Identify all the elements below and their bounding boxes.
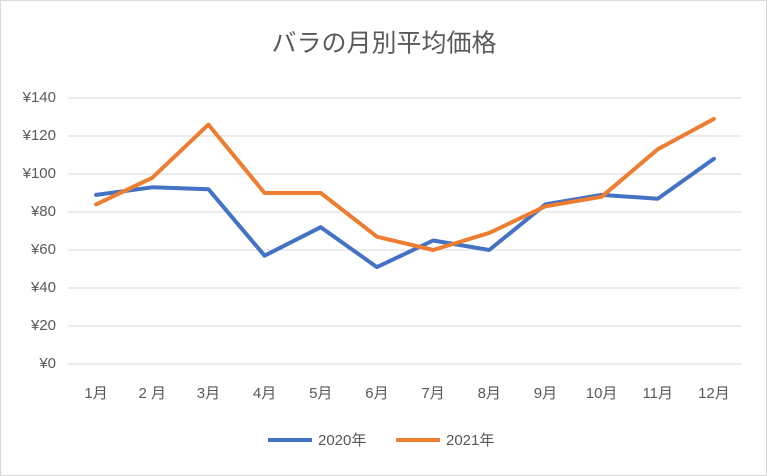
legend-label: 2021年 <box>446 432 494 449</box>
x-tick-label: 7月 <box>421 385 444 402</box>
y-tick-label: ¥140 <box>22 89 56 106</box>
legend-label: 2020年 <box>318 432 366 449</box>
x-tick-label: 9月 <box>534 385 557 402</box>
x-tick-label: 1月 <box>84 385 107 402</box>
y-tick-label: ¥120 <box>22 127 56 144</box>
x-tick-label: 11月 <box>642 385 673 402</box>
x-tick-label: 4月 <box>253 385 276 402</box>
x-tick-label: 8月 <box>478 385 501 402</box>
x-tick-label: 10月 <box>586 385 618 402</box>
x-tick-label: 3月 <box>197 385 220 402</box>
x-tick-label: 6月 <box>365 385 388 402</box>
y-tick-label: ¥80 <box>30 203 56 220</box>
series-line <box>94 156 716 270</box>
y-tick-label: ¥100 <box>22 165 56 182</box>
y-tick-label: ¥40 <box>30 279 56 296</box>
x-tick-label: 5月 <box>309 385 332 402</box>
x-tick-label: 2 月 <box>138 385 166 402</box>
y-tick-label: ¥60 <box>30 241 56 258</box>
chart-title: バラの月別平均価格 <box>271 30 496 58</box>
series-line <box>94 116 716 252</box>
x-tick-label: 12月 <box>698 385 730 402</box>
y-tick-label: ¥20 <box>30 317 56 334</box>
y-tick-label: ¥0 <box>38 355 56 372</box>
